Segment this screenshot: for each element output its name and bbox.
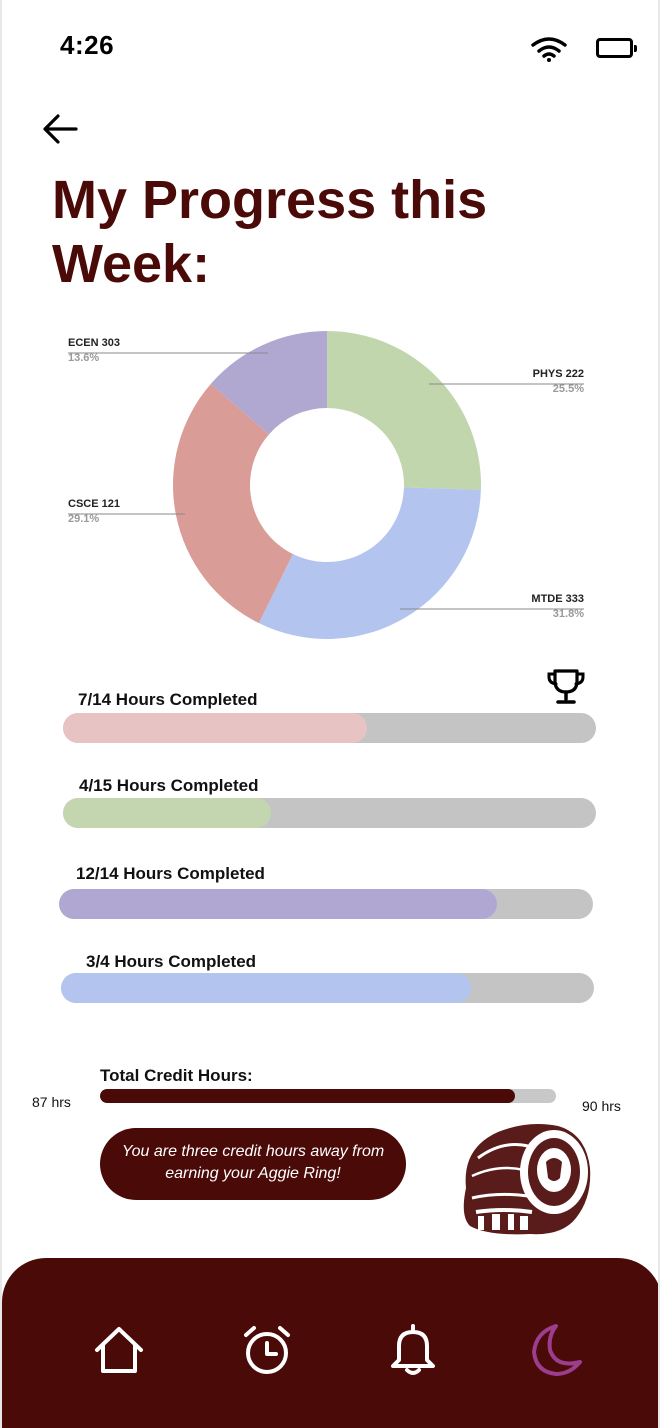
progress-label: 12/14 Hours Completed (76, 864, 265, 883)
total-credit-fill (100, 1089, 515, 1103)
home-icon[interactable] (91, 1322, 147, 1378)
trophy-icon[interactable] (546, 668, 586, 706)
status-time: 4:26 (60, 30, 115, 60)
donut-slice-percent: 25.5% (553, 383, 584, 395)
progress-label: 3/4 Hours Completed (86, 952, 257, 971)
progress-donut-chart: PHYS 222 25.5% MTDE 333 31.8% CSCE 121 29.1% E… (68, 331, 584, 639)
donut-slice-percent: 29.1% (68, 513, 99, 525)
progress-bar (61, 973, 594, 1003)
donut-slice-percent: 13.6% (68, 352, 99, 364)
donut-slice (173, 383, 293, 624)
progress-fill (63, 798, 271, 828)
progress-fill (61, 973, 472, 1003)
donut-slice-label: CSCE 121 (68, 498, 120, 510)
donut-slice-label: PHYS 222 (533, 368, 584, 380)
progress-fill (59, 889, 497, 919)
total-credit-label: Total Credit Hours: (100, 1066, 253, 1085)
donut-slice (210, 331, 327, 435)
wifi-icon (531, 37, 567, 62)
progress-label: 7/14 Hours Completed (78, 690, 258, 709)
alarm-clock-icon[interactable] (239, 1322, 295, 1378)
progress-bar (63, 798, 596, 828)
aggie-ring-icon (463, 1124, 591, 1235)
donut-slice-label: MTDE 333 (531, 593, 584, 605)
total-max-label: 90 hrs (582, 1098, 621, 1114)
progress-bar (59, 889, 593, 919)
bell-icon[interactable] (385, 1322, 441, 1378)
donut-slice (258, 487, 481, 639)
donut-slice-percent: 31.8% (553, 608, 584, 620)
moon-icon[interactable] (526, 1322, 582, 1378)
total-credit-bar (100, 1089, 556, 1103)
progress-bar (63, 713, 596, 743)
donut-slice-label: ECEN 303 (68, 337, 120, 349)
progress-label: 4/15 Hours Completed (79, 776, 259, 795)
battery-icon (596, 38, 637, 58)
page-title: My Progress this Week: (52, 170, 488, 294)
ring-message: You are three credit hours away from ear… (100, 1128, 406, 1200)
progress-fill (63, 713, 367, 743)
back-arrow-icon[interactable] (40, 112, 80, 146)
total-min-label: 87 hrs (32, 1094, 71, 1110)
donut-slice (327, 331, 481, 490)
